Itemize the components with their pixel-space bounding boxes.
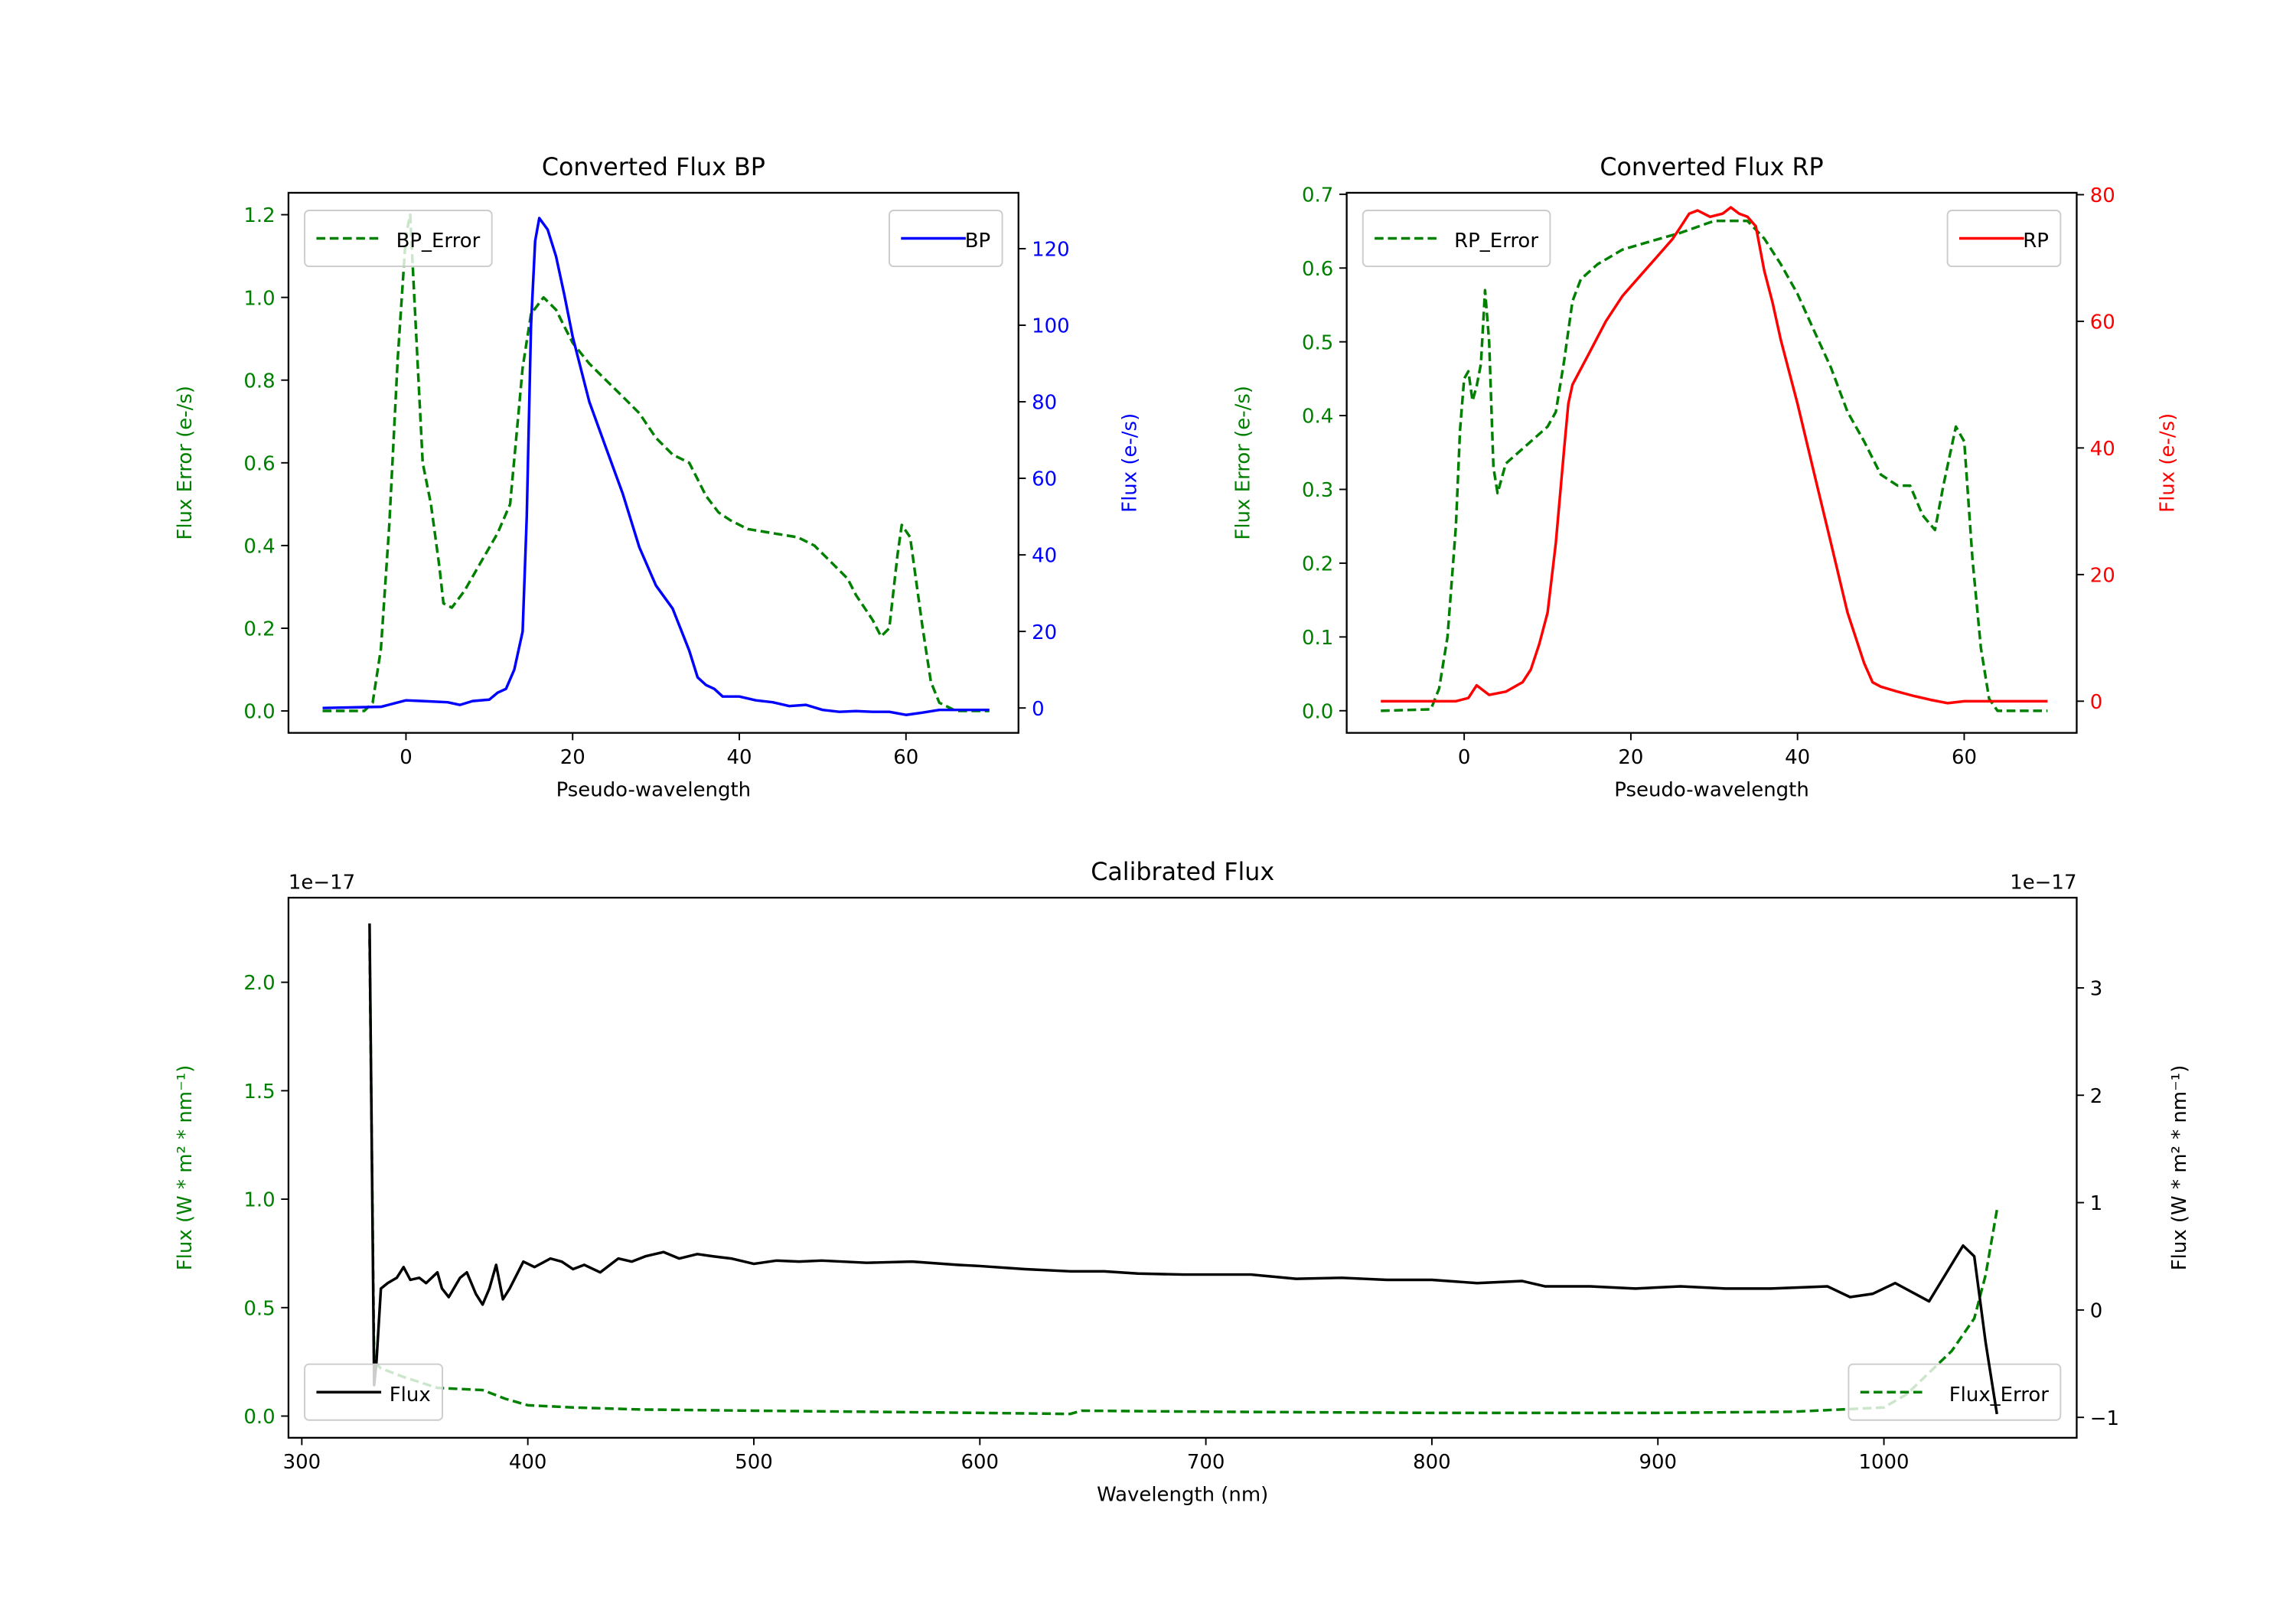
calibrated-offset-left: 1e−17 — [289, 872, 355, 895]
rp-xtick-label: 40 — [1785, 746, 1810, 769]
rp-legend-rp: RP — [1946, 210, 2062, 268]
rp-xtick-label: 60 — [1952, 746, 1977, 769]
bp-ytick-right-label: 60 — [1032, 468, 1057, 491]
rp-ytick-left-label: 0.4 — [1302, 406, 1333, 429]
rp-ytick-left-label: 0.0 — [1302, 700, 1333, 723]
rp-ytick-right-label: 60 — [2090, 311, 2115, 334]
calibrated-legend-flux: Flux — [304, 1363, 444, 1421]
legend-frame — [1848, 1363, 2062, 1421]
legend-label: Flux — [390, 1384, 431, 1407]
calibrated-offset-right: 1e−17 — [2010, 872, 2076, 895]
calibrated-ylabel-left: Flux (W * m² * nm⁻¹) — [174, 1065, 197, 1271]
rp-series-rp-error — [1381, 219, 2048, 712]
rp-ytick-left-label: 0.2 — [1302, 553, 1333, 576]
rp-series-rp — [1381, 206, 2048, 705]
calibrated-ytick-right-label: 2 — [2090, 1085, 2103, 1108]
calibrated-xtick-label: 300 — [283, 1451, 321, 1474]
bp-ylabel-right: Flux (e-/s) — [1119, 413, 1142, 513]
rp-ytick-right-label: 0 — [2090, 691, 2103, 714]
calibrated-xtick-label: 900 — [1639, 1451, 1677, 1474]
bp-series-bp — [322, 217, 990, 716]
calibrated-legend-flux-error: Flux_Error — [1848, 1363, 2062, 1421]
rp-ytick-right-label: 80 — [2090, 184, 2115, 207]
bp-panel: Converted Flux BP 0 20 40 60 Pseudo-wavelengt… — [174, 154, 1142, 802]
rp-ytick-left-label: 0.5 — [1302, 331, 1333, 354]
calibrated-ylabel-right: Flux (W * m² * nm⁻¹) — [2168, 1065, 2191, 1271]
rp-ytick-left-label: 0.3 — [1302, 479, 1333, 502]
rp-ytick-right-label: 40 — [2090, 438, 2115, 461]
calibrated-xtick-label: 800 — [1413, 1451, 1451, 1474]
bp-ylabel-left: Flux Error (e-/s) — [174, 386, 197, 540]
bp-ytick-left-label: 1.0 — [243, 287, 275, 310]
calibrated-ytick-right-label: 1 — [2090, 1192, 2103, 1215]
legend-label: RP — [2023, 230, 2049, 253]
legend-label: RP_Error — [1454, 230, 1538, 253]
rp-panel: Converted Flux RP 0 20 40 60 Pseudo-wavelengt… — [1232, 154, 2180, 802]
bp-ytick-right-label: 120 — [1032, 239, 1070, 262]
rp-legend-rp-error: RP_Error — [1362, 210, 1551, 268]
bp-legend-bp: BP — [888, 210, 1003, 268]
calibrated-xtick-label: 600 — [961, 1451, 1000, 1474]
calibrated-xtick-label: 700 — [1187, 1451, 1225, 1474]
legend-label: Flux_Error — [1949, 1384, 2050, 1407]
calibrated-ytick-right-label: −1 — [2090, 1407, 2119, 1430]
bp-xtick-label: 20 — [560, 746, 585, 769]
calibrated-panel: Calibrated Flux 300 400 500 600 700 800 900 1000… — [174, 859, 2191, 1507]
rp-xlabel: Pseudo-wavelength — [1614, 778, 1809, 801]
calibrated-series-flux — [368, 923, 1998, 1415]
bp-ytick-right-label: 20 — [1032, 621, 1057, 644]
calibrated-ytick-left-label: 1.5 — [243, 1081, 275, 1103]
rp-title: Converted Flux RP — [1600, 154, 1823, 181]
calibrated-ytick-left-label: 0.5 — [243, 1297, 275, 1320]
calibrated-xtick-label: 500 — [735, 1451, 773, 1474]
calibrated-xlabel: Wavelength (nm) — [1097, 1484, 1268, 1507]
calibrated-ytick-right-label: 0 — [2090, 1299, 2103, 1322]
calibrated-ytick-right-label: 3 — [2090, 978, 2103, 1001]
bp-xtick-label: 40 — [726, 746, 752, 769]
rp-xtick-label: 0 — [1458, 746, 1471, 769]
calibrated-xtick-label: 1000 — [1859, 1451, 1910, 1474]
rp-ytick-right-label: 20 — [2090, 564, 2115, 587]
bp-xtick-label: 0 — [400, 746, 413, 769]
rp-ytick-left-label: 0.1 — [1302, 627, 1333, 650]
rp-ylabel-left: Flux Error (e-/s) — [1232, 386, 1255, 540]
bp-ytick-left-label: 0.6 — [243, 452, 275, 475]
bp-ytick-right-label: 100 — [1032, 315, 1070, 338]
rp-xtick-label: 20 — [1618, 746, 1643, 769]
bp-ytick-right-label: 0 — [1032, 698, 1045, 721]
calibrated-title: Calibrated Flux — [1091, 859, 1274, 886]
bp-ytick-right-label: 80 — [1032, 392, 1057, 415]
calibrated-ytick-left-label: 1.0 — [243, 1189, 275, 1212]
bp-axes-frame — [287, 191, 1019, 734]
calibrated-ytick-left-label: 2.0 — [243, 972, 275, 995]
legend-frame — [304, 210, 493, 268]
bp-xlabel: Pseudo-wavelength — [556, 778, 752, 801]
calibrated-axes-frame — [287, 896, 2078, 1439]
rp-ylabel-right: Flux (e-/s) — [2156, 413, 2179, 513]
calibrated-xtick-label: 400 — [509, 1451, 547, 1474]
legend-frame — [1362, 210, 1551, 268]
bp-legend-bp-error: BP_Error — [304, 210, 493, 268]
rp-ytick-left-label: 0.6 — [1302, 258, 1333, 281]
rp-ytick-left-label: 0.7 — [1302, 184, 1333, 207]
legend-label: BP_Error — [396, 230, 481, 253]
bp-ytick-right-label: 40 — [1032, 545, 1057, 568]
bp-ytick-left-label: 1.2 — [243, 204, 275, 227]
rp-axes-frame — [1345, 191, 2078, 734]
legend-label: BP — [965, 230, 990, 253]
bp-ytick-left-label: 0.2 — [243, 618, 275, 641]
bp-ytick-left-label: 0.8 — [243, 370, 275, 393]
bp-ytick-left-label: 0.0 — [243, 701, 275, 724]
bp-xtick-label: 60 — [893, 746, 918, 769]
bp-title: Converted Flux BP — [542, 154, 765, 181]
calibrated-ytick-left-label: 0.0 — [243, 1406, 275, 1429]
bp-ytick-left-label: 0.4 — [243, 536, 275, 559]
